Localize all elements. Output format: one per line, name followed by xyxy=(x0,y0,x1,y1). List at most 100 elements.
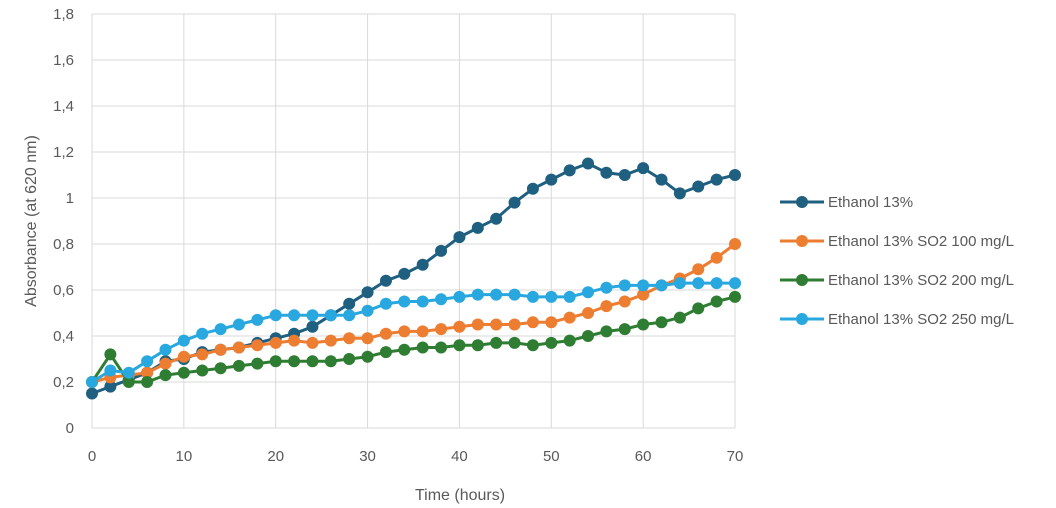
x-tick-label: 50 xyxy=(543,448,560,465)
data-point xyxy=(379,327,392,340)
data-point xyxy=(490,318,503,331)
data-point xyxy=(251,357,264,370)
legend-marker xyxy=(796,196,808,208)
data-point xyxy=(729,277,741,290)
data-point xyxy=(435,323,448,336)
data-point xyxy=(416,325,429,338)
data-point xyxy=(710,173,723,186)
data-point xyxy=(122,366,135,379)
data-point xyxy=(343,353,356,365)
data-point xyxy=(637,288,650,301)
data-point xyxy=(471,339,484,352)
legend-marker xyxy=(796,313,808,325)
legend-label: Ethanol 13% SO2 100 mg/L xyxy=(828,233,1014,250)
legend-entry: Ethanol 13% SO2 100 mg/L xyxy=(780,233,1014,250)
data-point xyxy=(453,320,466,333)
data-point xyxy=(416,341,429,354)
data-point xyxy=(104,364,117,377)
data-point xyxy=(379,297,392,310)
data-point xyxy=(104,380,117,393)
data-point xyxy=(141,366,154,379)
data-point xyxy=(545,316,558,329)
x-tick-label: 0 xyxy=(88,448,96,465)
legend: Ethanol 13% Ethanol 13% SO2 100 mg/L Ethan… xyxy=(780,194,1014,328)
data-point xyxy=(453,231,466,244)
y-tick-label: 0,4 xyxy=(53,328,74,345)
data-point xyxy=(508,336,521,349)
data-point xyxy=(655,279,668,292)
data-point xyxy=(729,290,741,303)
data-point xyxy=(177,350,190,363)
data-point xyxy=(159,343,172,356)
data-point xyxy=(435,293,448,306)
data-point xyxy=(692,263,705,276)
data-point xyxy=(324,309,337,322)
data-point xyxy=(673,311,686,324)
data-point xyxy=(324,355,337,368)
data-point xyxy=(600,325,613,338)
data-point xyxy=(435,244,448,257)
data-point xyxy=(729,169,741,181)
data-point xyxy=(214,362,227,375)
data-point xyxy=(729,238,741,250)
x-tick-label: 10 xyxy=(176,448,193,465)
data-point xyxy=(196,327,209,340)
data-point xyxy=(306,355,319,368)
data-point xyxy=(343,332,356,345)
data-point xyxy=(453,339,466,352)
data-point xyxy=(600,281,613,294)
x-tick-label: 20 xyxy=(267,448,284,465)
data-point xyxy=(324,334,337,347)
data-point xyxy=(398,267,411,280)
series-4 xyxy=(86,277,741,388)
data-point xyxy=(526,182,539,195)
data-point xyxy=(526,316,539,329)
data-point xyxy=(563,311,576,324)
data-point xyxy=(692,302,705,315)
legend-entry: Ethanol 13% SO2 200 mg/L xyxy=(780,272,1014,289)
data-point xyxy=(196,364,209,377)
data-point xyxy=(563,334,576,347)
data-point xyxy=(177,366,190,379)
data-point xyxy=(618,169,631,181)
y-tick-label: 0,8 xyxy=(53,236,74,253)
y-tick-label: 0,6 xyxy=(53,282,74,299)
data-point xyxy=(398,325,411,338)
legend-entry: Ethanol 13% xyxy=(780,194,913,211)
data-point xyxy=(361,332,374,345)
x-tick-label: 70 xyxy=(727,448,744,465)
data-point xyxy=(655,173,668,186)
gridlines xyxy=(91,13,736,429)
data-point xyxy=(269,309,282,322)
data-point xyxy=(490,212,503,225)
data-point xyxy=(710,295,723,308)
data-point xyxy=(416,258,429,271)
data-point xyxy=(159,369,172,382)
data-point xyxy=(141,355,154,368)
legend-label: Ethanol 13% SO2 250 mg/L xyxy=(828,311,1014,328)
data-point xyxy=(122,376,135,388)
legend-marker xyxy=(796,274,808,286)
data-point xyxy=(86,387,98,400)
data-point xyxy=(600,300,613,313)
data-point xyxy=(232,341,245,354)
data-point xyxy=(563,164,576,177)
x-tick-label: 60 xyxy=(635,448,652,465)
data-point xyxy=(379,346,392,359)
data-point xyxy=(361,304,374,317)
data-point xyxy=(655,316,668,329)
data-point xyxy=(269,355,282,368)
data-point xyxy=(490,336,503,349)
data-point xyxy=(692,180,705,193)
data-point xyxy=(582,157,595,170)
data-point xyxy=(618,279,631,292)
data-point xyxy=(508,288,521,301)
data-point xyxy=(416,295,429,308)
data-point xyxy=(637,318,650,331)
data-point xyxy=(288,334,301,347)
data-point xyxy=(545,173,558,186)
data-point xyxy=(159,357,172,370)
data-point xyxy=(710,277,723,290)
